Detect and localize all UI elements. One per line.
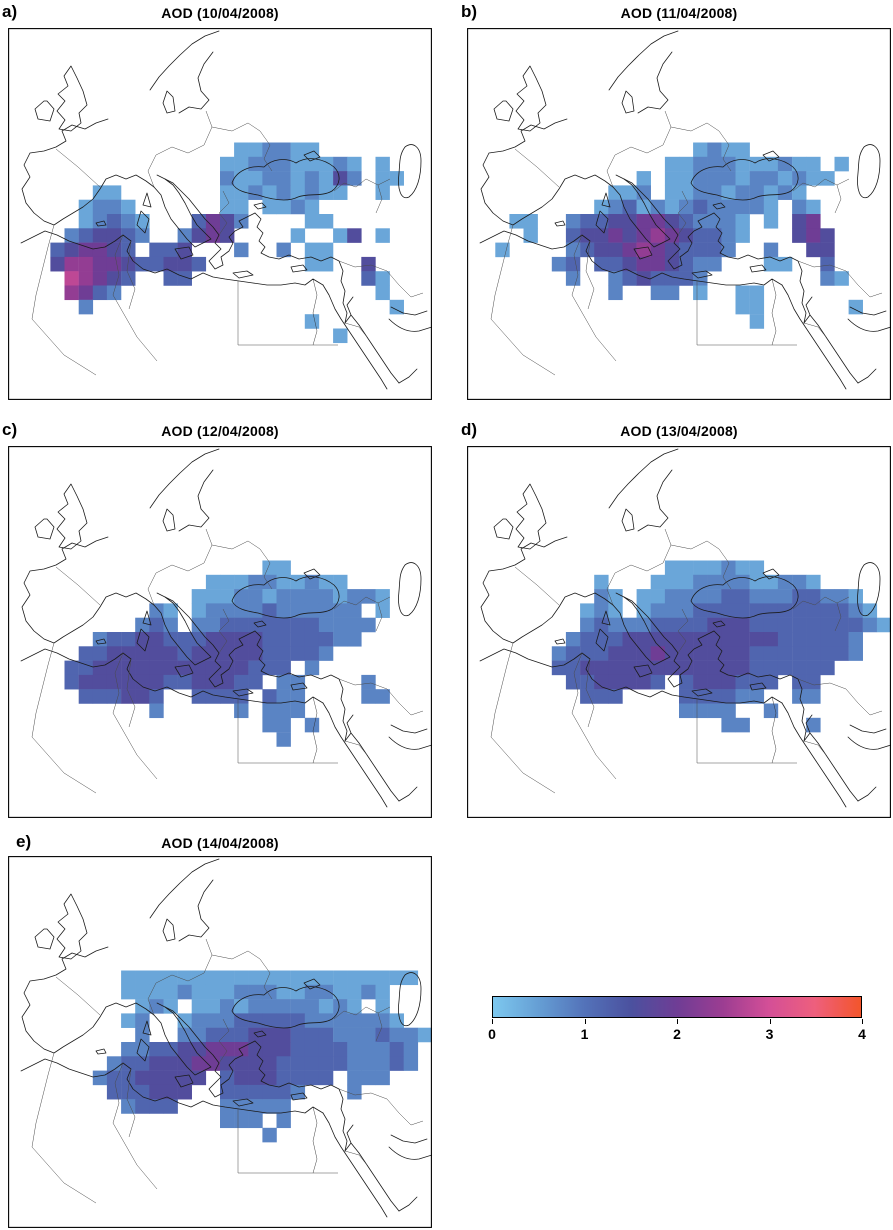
colorbar-tickmark (584, 1019, 586, 1024)
colorbar-tick-label-0: 0 (488, 1026, 496, 1042)
colorbar-tickmark (677, 1019, 678, 1024)
panel-e-label: e) (16, 832, 32, 851)
colorbar (492, 996, 862, 1018)
heatmap-cells (50, 142, 404, 344)
map-svg-e (8, 856, 432, 1228)
panel-e-title: AOD (14/04/2008) (161, 835, 279, 851)
panel-a-map (8, 28, 432, 400)
colorbar-tickmark (862, 1019, 863, 1024)
panel-b-label: b) (461, 2, 478, 21)
colorbar-tick-label-4: 4 (858, 1026, 866, 1042)
panel-c-title: AOD (12/04/2008) (161, 423, 279, 439)
panel-frame (8, 446, 432, 818)
panel-d-map (467, 446, 891, 818)
heatmap-cells (64, 560, 390, 747)
panel-b-title: AOD (11/04/2008) (620, 5, 738, 21)
heatmap-cells (551, 560, 891, 733)
colorbar-tickmark (492, 1019, 493, 1024)
panel-frame (467, 28, 891, 400)
panel-a-title: AOD (10/04/2008) (161, 5, 279, 21)
panel-d-label: d) (461, 420, 478, 439)
panel-e-map (8, 856, 432, 1228)
colorbar-gradient (493, 997, 861, 1017)
panel-frame (8, 856, 432, 1228)
heatmap-cells (92, 970, 432, 1143)
colorbar-tickmark (769, 1019, 771, 1024)
map-svg-c (8, 446, 432, 818)
panel-d-title: AOD (13/04/2008) (620, 423, 738, 439)
panel-a-label: a) (2, 2, 18, 21)
panel-frame (467, 446, 891, 818)
heatmap-cells (495, 142, 863, 329)
map-svg-b (467, 28, 891, 400)
map-svg-d (467, 446, 891, 818)
panel-frame (8, 28, 432, 400)
panel-b-map (467, 28, 891, 400)
colorbar-ticks: 0 1 2 3 4 (488, 1019, 866, 1049)
map-svg-a (8, 28, 432, 400)
colorbar-tick-label-2: 2 (673, 1026, 681, 1042)
panel-c-map (8, 446, 432, 818)
colorbar-tick-label-3: 3 (765, 1026, 774, 1042)
panel-c-label: c) (2, 420, 18, 439)
colorbar-tick-label-1: 1 (580, 1026, 589, 1042)
